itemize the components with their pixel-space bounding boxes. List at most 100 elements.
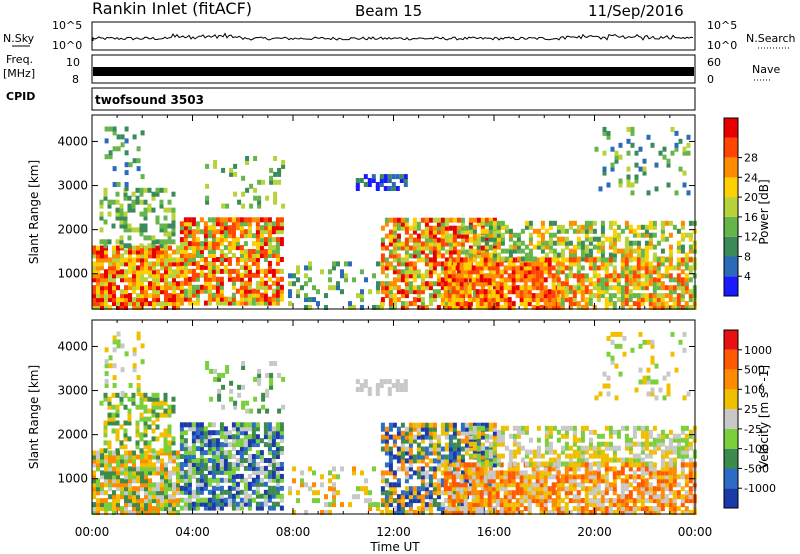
range-gate-cell (632, 486, 637, 492)
power-data-cells (92, 126, 697, 310)
range-gate-cell (480, 245, 485, 251)
range-gate-cell (104, 363, 109, 369)
range-gate-cell (626, 182, 631, 188)
range-gate-cell (308, 297, 312, 303)
range-gate-cell (132, 462, 136, 468)
range-gate-cell (531, 490, 536, 496)
range-gate-cell (604, 281, 609, 287)
range-gate-cell (640, 261, 645, 267)
range-gate-cell (420, 470, 425, 476)
range-gate-cell (480, 445, 485, 451)
range-gate-cell (447, 466, 452, 472)
range-gate-cell (271, 485, 276, 491)
range-gate-cell (104, 257, 108, 263)
range-gate-cell (476, 422, 481, 428)
range-gate-cell (468, 221, 473, 227)
range-gate-cell (124, 126, 129, 132)
range-gate-cell (271, 465, 276, 471)
range-gate-cell (495, 281, 500, 287)
range-gate-cell (132, 277, 136, 283)
range-gate-cell (604, 445, 609, 451)
range-gate-cell (251, 300, 256, 306)
range-gate-cell (388, 450, 393, 456)
range-gate-cell (143, 187, 148, 193)
range-gate-cell (124, 478, 128, 484)
range-gate-cell (476, 461, 481, 467)
range-gate-cell (128, 297, 132, 303)
range-gate-cell (551, 466, 556, 472)
range-gate-cell (572, 466, 577, 472)
range-gate-cell (551, 277, 556, 283)
range-gate-cell (96, 293, 100, 299)
range-gate-cell (604, 470, 609, 476)
range-gate-cell (632, 506, 637, 512)
range-gate-cell (104, 506, 108, 512)
range-gate-cell (144, 510, 148, 515)
range-gate-cell (207, 430, 212, 436)
range-gate-cell (408, 269, 413, 275)
range-gate-cell (400, 225, 405, 231)
range-gate-cell (580, 277, 585, 283)
range-gate-cell (592, 449, 597, 455)
range-gate-cell (455, 486, 460, 492)
range-gate-cell (592, 486, 597, 492)
range-gate-cell (606, 182, 611, 188)
range-gate-cell (115, 436, 120, 442)
range-gate-cell (364, 486, 368, 492)
range-gate-cell (156, 470, 160, 476)
range-gate-cell (432, 446, 437, 452)
range-gate-cell (539, 482, 544, 488)
range-gate-cell (231, 245, 236, 251)
range-gate-cell (424, 225, 429, 231)
range-gate-cell (459, 506, 464, 512)
range-gate-cell (279, 257, 284, 262)
range-gate-cell (219, 229, 224, 235)
range-gate-cell (424, 217, 429, 223)
range-gate-cell (191, 430, 196, 436)
range-gate-cell (263, 426, 268, 432)
range-gate-cell (572, 482, 577, 488)
range-gate-cell (535, 486, 540, 492)
range-gate-cell (360, 297, 364, 303)
range-gate-cell (96, 253, 100, 259)
range-gate-cell (231, 501, 236, 507)
range-gate-cell (596, 470, 601, 476)
range-gate-cell (116, 134, 121, 140)
range-gate-cell (648, 433, 653, 439)
range-gate-cell (124, 257, 128, 263)
range-gate-cell (172, 277, 176, 283)
range-gate-cell (676, 297, 681, 303)
range-gate-cell (636, 277, 641, 283)
range-gate-cell (600, 510, 605, 515)
range-gate-cell (199, 489, 204, 495)
colorbar-swatch (724, 256, 738, 277)
range-gate-cell (168, 269, 172, 275)
range-gate-cell (404, 474, 409, 480)
range-gate-cell (140, 249, 144, 255)
range-gate-cell (267, 477, 272, 483)
range-gate-cell (576, 490, 581, 496)
range-gate-cell (167, 404, 172, 410)
range-gate-cell (104, 490, 108, 496)
range-gate-cell (155, 404, 160, 410)
range-gate-cell (108, 454, 112, 460)
range-gate-cell (576, 265, 581, 271)
range-gate-cell (199, 249, 204, 254)
range-gate-cell (515, 506, 520, 512)
range-gate-cell (116, 261, 120, 267)
range-gate-cell (340, 466, 344, 472)
range-gate-cell (243, 481, 248, 487)
range-gate-cell (263, 292, 268, 298)
range-gate-cell (143, 408, 148, 414)
range-gate-cell (511, 482, 516, 488)
range-gate-cell (108, 470, 112, 476)
velocity-data-cells (92, 331, 697, 515)
range-gate-cell (532, 461, 537, 467)
range-gate-cell (128, 494, 132, 500)
range-gate-cell (420, 474, 425, 480)
range-gate-cell (100, 285, 104, 291)
range-gate-cell (116, 146, 121, 152)
range-gate-cell (199, 284, 204, 290)
range-gate-cell (576, 285, 581, 291)
range-gate-cell (508, 244, 513, 250)
